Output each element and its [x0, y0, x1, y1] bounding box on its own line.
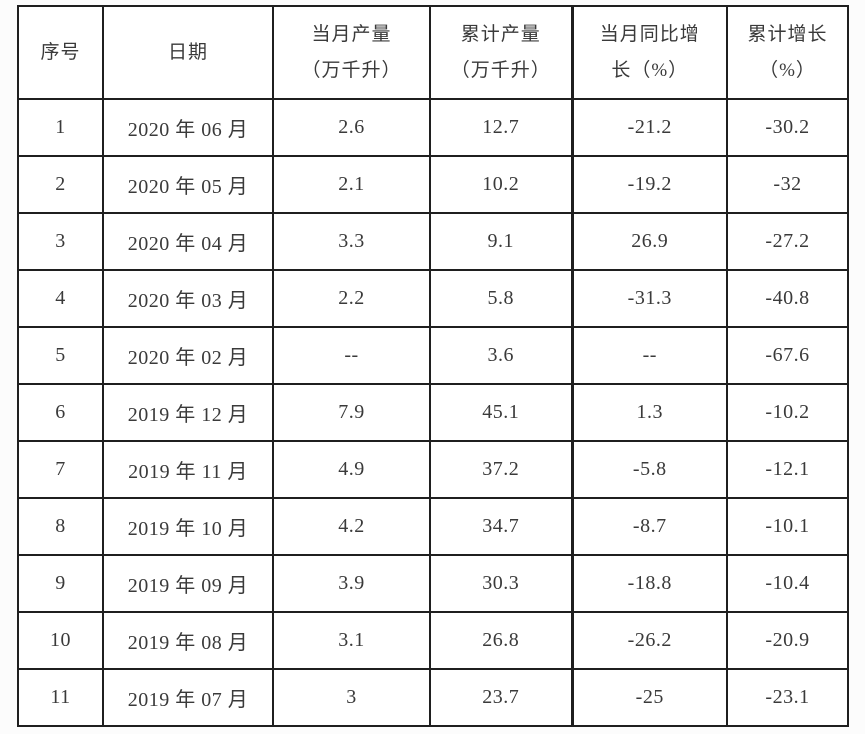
cell-monthly_output: 7.9	[272, 383, 431, 442]
table-row: 4 2020 年 03 月 2.2 5.8 -31.3 -40.8	[17, 269, 849, 328]
table-row: 5 2020 年 02 月 -- 3.6 -- -67.6	[17, 326, 849, 385]
cell-cumulative_output: 10.2	[429, 155, 573, 214]
cell-cumulative_output: 9.1	[429, 212, 573, 271]
cell-cumulative_output: 3.6	[429, 326, 573, 385]
cell-date: 2019 年 11 月	[102, 440, 274, 499]
header-row: 序号 日期 当月产量 （万千升） 累计产量 （万千升） 当月同比增 长（%） 累计增长 （%）	[17, 5, 849, 100]
cell-cumulative_output: 5.8	[429, 269, 573, 328]
cell-index: 7	[17, 440, 104, 499]
cell-monthly_yoy_growth: -26.2	[570, 611, 728, 670]
cell-monthly_yoy_growth: -25	[570, 668, 728, 727]
cell-index: 5	[17, 326, 104, 385]
table-row: 8 2019 年 10 月 4.2 34.7 -8.7 -10.1	[17, 497, 849, 556]
cell-index: 2	[17, 155, 104, 214]
cell-index: 1	[17, 98, 104, 157]
cell-cumulative_output: 34.7	[429, 497, 573, 556]
table-row: 10 2019 年 08 月 3.1 26.8 -26.2 -20.9	[17, 611, 849, 670]
cell-date: 2020 年 04 月	[102, 212, 274, 271]
table-row: 6 2019 年 12 月 7.9 45.1 1.3 -10.2	[17, 383, 849, 442]
cell-cumulative_growth: -30.2	[726, 98, 849, 157]
cell-index: 8	[17, 497, 104, 556]
table-row: 11 2019 年 07 月 3 23.7 -25 -23.1	[17, 668, 849, 727]
cell-cumulative_growth: -32	[726, 155, 849, 214]
cell-cumulative_growth: -10.4	[726, 554, 849, 613]
cell-monthly_yoy_growth: -8.7	[570, 497, 728, 556]
production-table-container: 序号 日期 当月产量 （万千升） 累计产量 （万千升） 当月同比增 长（%） 累计增长 （%） 1…	[17, 5, 849, 727]
cell-cumulative_growth: -40.8	[726, 269, 849, 328]
cell-cumulative_output: 23.7	[429, 668, 573, 727]
cell-cumulative_output: 37.2	[429, 440, 573, 499]
column-header-cumulative_output: 累计产量 （万千升）	[429, 5, 573, 100]
cell-date: 2019 年 07 月	[102, 668, 274, 727]
cell-monthly_output: --	[272, 326, 431, 385]
cell-monthly_yoy_growth: -19.2	[570, 155, 728, 214]
cell-cumulative_output: 12.7	[429, 98, 573, 157]
cell-date: 2019 年 09 月	[102, 554, 274, 613]
cell-date: 2019 年 10 月	[102, 497, 274, 556]
cell-monthly_yoy_growth: -18.8	[570, 554, 728, 613]
cell-monthly_output: 3.9	[272, 554, 431, 613]
cell-date: 2020 年 03 月	[102, 269, 274, 328]
table-header: 序号 日期 当月产量 （万千升） 累计产量 （万千升） 当月同比增 长（%） 累计增长 （%）	[17, 5, 849, 100]
cell-monthly_yoy_growth: --	[570, 326, 728, 385]
cell-monthly_output: 2.2	[272, 269, 431, 328]
table-row: 3 2020 年 04 月 3.3 9.1 26.9 -27.2	[17, 212, 849, 271]
cell-index: 11	[17, 668, 104, 727]
cell-date: 2019 年 08 月	[102, 611, 274, 670]
cell-monthly_output: 4.9	[272, 440, 431, 499]
cell-monthly_yoy_growth: -5.8	[570, 440, 728, 499]
cell-cumulative_growth: -12.1	[726, 440, 849, 499]
cell-monthly_output: 3	[272, 668, 431, 727]
cell-index: 9	[17, 554, 104, 613]
cell-index: 3	[17, 212, 104, 271]
cell-monthly_yoy_growth: 26.9	[570, 212, 728, 271]
cell-monthly_output: 2.6	[272, 98, 431, 157]
column-header-date: 日期	[102, 5, 274, 100]
cell-monthly_yoy_growth: 1.3	[570, 383, 728, 442]
cell-monthly_yoy_growth: -31.3	[570, 269, 728, 328]
column-header-cumulative_growth: 累计增长 （%）	[726, 5, 849, 100]
cell-cumulative_output: 30.3	[429, 554, 573, 613]
cell-monthly_output: 3.3	[272, 212, 431, 271]
cell-monthly_yoy_growth: -21.2	[570, 98, 728, 157]
column-header-monthly_yoy_growth: 当月同比增 长（%）	[570, 5, 728, 100]
cell-date: 2020 年 06 月	[102, 98, 274, 157]
table-body: 1 2020 年 06 月 2.6 12.7 -21.2 -30.2 2 2020 年 05 …	[17, 98, 849, 727]
cell-cumulative_growth: -10.1	[726, 497, 849, 556]
cell-date: 2019 年 12 月	[102, 383, 274, 442]
cell-cumulative_growth: -27.2	[726, 212, 849, 271]
cell-cumulative_output: 45.1	[429, 383, 573, 442]
cell-index: 4	[17, 269, 104, 328]
table-row: 2 2020 年 05 月 2.1 10.2 -19.2 -32	[17, 155, 849, 214]
table-row: 1 2020 年 06 月 2.6 12.7 -21.2 -30.2	[17, 98, 849, 157]
cell-cumulative_growth: -67.6	[726, 326, 849, 385]
cell-cumulative_growth: -23.1	[726, 668, 849, 727]
column-header-monthly_output: 当月产量 （万千升）	[272, 5, 431, 100]
cell-cumulative_growth: -20.9	[726, 611, 849, 670]
cell-date: 2020 年 02 月	[102, 326, 274, 385]
cell-cumulative_growth: -10.2	[726, 383, 849, 442]
cell-monthly_output: 4.2	[272, 497, 431, 556]
cell-date: 2020 年 05 月	[102, 155, 274, 214]
table-row: 7 2019 年 11 月 4.9 37.2 -5.8 -12.1	[17, 440, 849, 499]
production-table: 序号 日期 当月产量 （万千升） 累计产量 （万千升） 当月同比增 长（%） 累计增长 （%） 1…	[17, 5, 849, 727]
column-header-index: 序号	[17, 5, 104, 100]
cell-index: 6	[17, 383, 104, 442]
table-row: 9 2019 年 09 月 3.9 30.3 -18.8 -10.4	[17, 554, 849, 613]
cell-monthly_output: 3.1	[272, 611, 431, 670]
cell-index: 10	[17, 611, 104, 670]
cell-monthly_output: 2.1	[272, 155, 431, 214]
cell-cumulative_output: 26.8	[429, 611, 573, 670]
